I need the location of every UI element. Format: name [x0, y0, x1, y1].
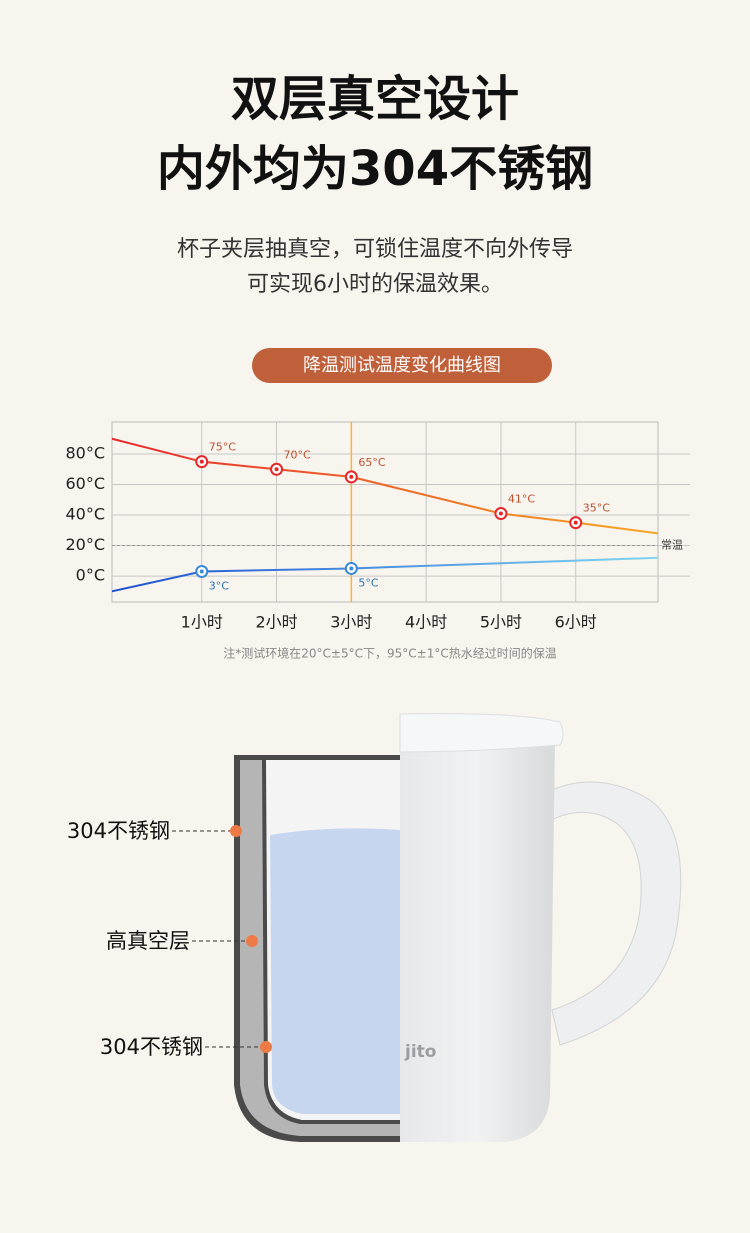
y-tick-label: 80°C	[65, 444, 105, 463]
note: 注*测试环境在20°C±5°C下，95°C±1°C热水经过时间的保温	[223, 646, 556, 661]
reference-label: 常温	[661, 539, 683, 552]
value-label: 5°C	[358, 576, 378, 589]
value-label: 35°C	[583, 502, 610, 515]
mug-body	[400, 740, 555, 1142]
x-tick-label: 1小时	[181, 613, 223, 632]
diagram-label: 高真空层	[106, 929, 190, 953]
point-core	[274, 467, 279, 472]
series-line	[111, 556, 659, 593]
value-label: 75°C	[209, 441, 236, 454]
y-tick-label: 40°C	[65, 505, 105, 524]
diagram-label: 304不锈钢	[100, 1035, 203, 1059]
point-core	[199, 459, 204, 464]
point-core	[349, 474, 354, 479]
x-tick-label: 2小时	[255, 613, 297, 632]
logo: jito	[404, 1042, 436, 1062]
chart-title: 降温测试温度变化曲线图	[303, 355, 501, 376]
mug-diagram: jito 304不锈钢 高真空层 304不锈钢	[67, 713, 682, 1142]
x-tick-label: 4小时	[405, 613, 447, 632]
leader-dot	[260, 1041, 272, 1053]
y-tick-label: 0°C	[76, 566, 105, 585]
vacuum-layer	[240, 760, 400, 1136]
chart: 0°C 20°C 40°C 60°C 80°C 1小时 2小时 3小时 4小时 5小时 6小时 常温 7…	[65, 421, 690, 632]
x-tick-label: 3小时	[330, 613, 372, 632]
value-label: 3°C	[209, 579, 229, 592]
subtitle: 可实现6小时的保温效果。	[247, 272, 503, 297]
plot-frame	[111, 421, 659, 603]
y-tick-label: 60°C	[65, 474, 105, 493]
point-core	[349, 566, 354, 571]
mug-handle	[551, 781, 682, 1046]
x-tick-label: 5小时	[480, 613, 522, 632]
point-core	[199, 569, 204, 574]
leader-dot	[246, 935, 258, 947]
chart-title-pill	[252, 348, 552, 383]
title: 内外均为304不锈钢	[157, 141, 593, 197]
value-label: 41°C	[508, 493, 535, 506]
value-label: 70°C	[284, 448, 311, 461]
water	[270, 828, 400, 1114]
diagram-label: 304不锈钢	[67, 819, 170, 843]
value-label: 65°C	[358, 456, 385, 469]
y-tick-label: 20°C	[65, 535, 105, 554]
leader-dot	[230, 825, 242, 837]
subtitle: 杯子夹层抽真空，可锁住温度不向外传导	[177, 237, 573, 262]
point-core	[498, 511, 503, 516]
mug-lid	[399, 713, 564, 753]
point-core	[573, 520, 578, 525]
x-tick-label: 6小时	[555, 613, 597, 632]
title: 双层真空设计	[231, 71, 519, 127]
